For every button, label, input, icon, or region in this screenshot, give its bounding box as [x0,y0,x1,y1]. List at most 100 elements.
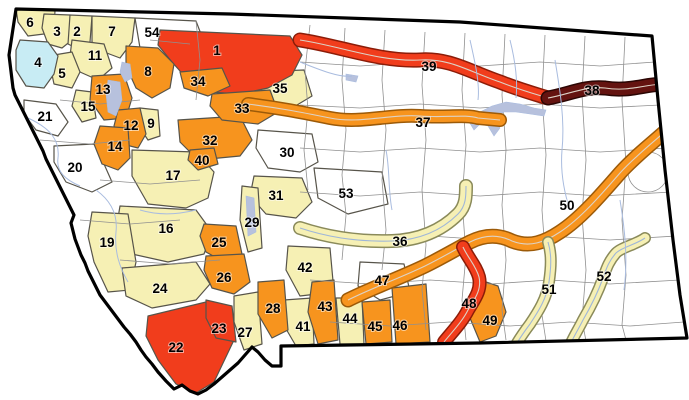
region-label-50: 50 [559,198,574,213]
band-yellowstone[interactable] [340,104,687,308]
region-label-33: 33 [234,101,250,116]
region-label-53: 53 [338,186,354,201]
county-line-0 [195,20,201,101]
region-label-39: 39 [421,59,436,74]
region-label-22: 22 [168,340,183,355]
band-52[interactable] [565,232,651,349]
region-label-44: 44 [342,311,358,326]
region-label-27: 27 [237,325,252,340]
region-label-45: 45 [367,319,383,334]
region-label-37: 37 [415,115,430,130]
county-line-21 [119,259,221,265]
canyon-ferry-lakes [245,195,257,237]
region-label-4: 4 [34,55,42,70]
region-label-42: 42 [297,260,312,275]
county-line-22 [149,39,191,45]
band-37-centerline [247,103,501,121]
region-label-38: 38 [584,83,600,98]
county-line-12 [299,147,669,153]
region-label-34: 34 [190,74,206,89]
band-39[interactable] [292,32,556,106]
county-line-19 [99,179,201,185]
region-label-19: 19 [99,235,114,250]
region-label-46: 46 [392,318,408,333]
region-label-31: 31 [268,188,284,203]
county-line-18 [39,139,131,145]
region-label-23: 23 [211,321,227,336]
region-43[interactable] [307,279,339,345]
region-label-13: 13 [95,82,111,97]
band-36[interactable] [293,179,473,249]
band-36-centerline [299,185,467,242]
region-label-2: 2 [73,24,81,39]
region-label-1: 1 [213,43,221,58]
county-line-16 [329,321,685,327]
band-39-centerline [299,39,549,99]
river-2 [139,209,197,215]
region-label-30: 30 [279,145,294,160]
region-label-48: 48 [461,296,477,311]
region-label-9: 9 [147,116,155,131]
river-8 [299,61,353,77]
region-label-28: 28 [265,301,281,316]
region-label-51: 51 [541,282,557,297]
region-label-11: 11 [88,48,103,63]
river-4 [509,39,518,99]
region-label-29: 29 [244,215,259,230]
river-0 [27,117,81,187]
river-5 [554,59,571,211]
region-label-52: 52 [596,269,611,284]
region-label-6: 6 [26,15,34,30]
county-line-4 [421,31,427,331]
region-label-7: 7 [108,24,116,39]
region-label-43: 43 [317,299,333,314]
hungry-horse-reservoir [119,61,133,83]
band-38-centerline [547,83,687,99]
region-label-32: 32 [202,133,217,148]
region-40[interactable] [187,147,219,171]
region-label-24: 24 [152,281,168,296]
river-1 [95,189,129,283]
region-label-26: 26 [216,270,232,285]
county-line-2 [341,27,347,261]
band-48[interactable] [437,240,487,349]
county-line-10 [299,61,656,67]
region-26[interactable] [203,253,251,295]
region-28[interactable] [257,279,289,339]
flathead-lake [105,79,123,117]
region-45[interactable] [361,299,393,345]
region-label-21: 21 [37,109,53,124]
region-label-54: 54 [144,25,160,40]
band-37[interactable] [241,97,507,127]
region-label-36: 36 [392,234,408,249]
county-line-6 [501,33,507,341]
region-label-20: 20 [67,160,82,175]
region-label-16: 16 [158,221,174,236]
county-line-17 [59,99,141,105]
river-9 [385,149,393,211]
band-yellowstone-centerline [347,111,687,301]
county-line-11 [299,103,661,109]
region-label-35: 35 [272,81,288,96]
county-line-9 [621,36,627,341]
region-label-14: 14 [107,139,123,154]
region-23[interactable] [205,299,237,343]
region-30[interactable] [255,129,319,173]
region-label-41: 41 [295,319,311,334]
region-label-12: 12 [123,118,138,133]
band-38[interactable] [540,76,689,106]
state-border [7,7,689,396]
band-51[interactable] [511,236,557,349]
region-34[interactable] [179,67,231,97]
river-3 [469,39,479,101]
region-4[interactable] [15,39,59,89]
region-label-49: 49 [482,313,497,328]
region-label-25: 25 [211,235,227,250]
region-label-47: 47 [374,273,389,288]
band-51-centerline [516,241,552,344]
band-52-centerline [570,237,646,344]
region-label-15: 15 [80,99,96,114]
region-label-17: 17 [165,168,180,183]
